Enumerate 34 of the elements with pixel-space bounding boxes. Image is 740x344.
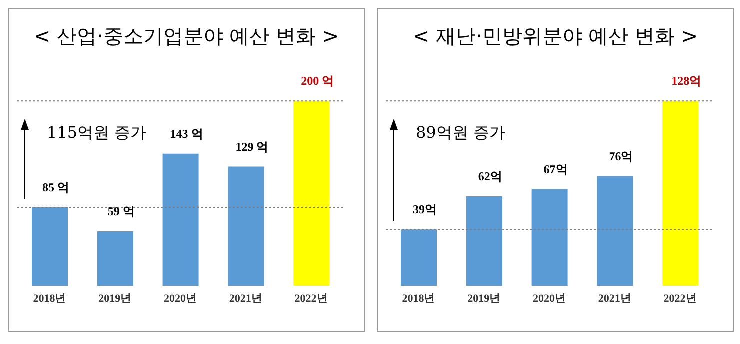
data-label: 76억 [609,149,634,164]
bar [97,231,134,286]
data-label: 129 억 [236,140,269,154]
x-tick-label: 2021년 [598,292,632,305]
data-label: 59 억 [108,204,135,218]
chart-title: < 재난·민방위분야 예산 변화 > [412,23,700,50]
data-label: 85 억 [42,180,70,194]
data-label: 128억 [672,74,702,88]
chart-title: < 산업·중소기업분야 예산 변화 > [32,23,340,50]
x-tick-label: 2020년 [164,292,197,305]
bar [662,101,699,286]
bar [401,230,437,286]
data-label: 200 억 [301,74,334,88]
bar [228,166,264,286]
data-label: 62억 [478,169,502,184]
x-tick-label: 2022년 [664,292,697,305]
bar [532,189,568,286]
x-tick-label: 2019년 [98,292,132,305]
data-label: 39억 [413,202,437,217]
x-tick-label: 2020년 [533,292,566,305]
annotation: 89억원 증가 [416,123,506,144]
x-tick-label: 2018년 [402,292,436,305]
bar [466,196,502,286]
x-tick-label: 2022년 [294,292,328,305]
bar [32,207,68,286]
bar [162,154,199,286]
x-tick-label: 2021년 [229,292,262,305]
x-tick-label: 2019년 [468,292,501,305]
data-label: 143 억 [170,126,204,141]
bar [597,176,634,286]
data-label: 67억 [544,162,568,176]
x-tick-label: 2018년 [33,292,66,305]
annotation: 115억원 증가 [47,123,147,144]
bar [294,101,330,286]
